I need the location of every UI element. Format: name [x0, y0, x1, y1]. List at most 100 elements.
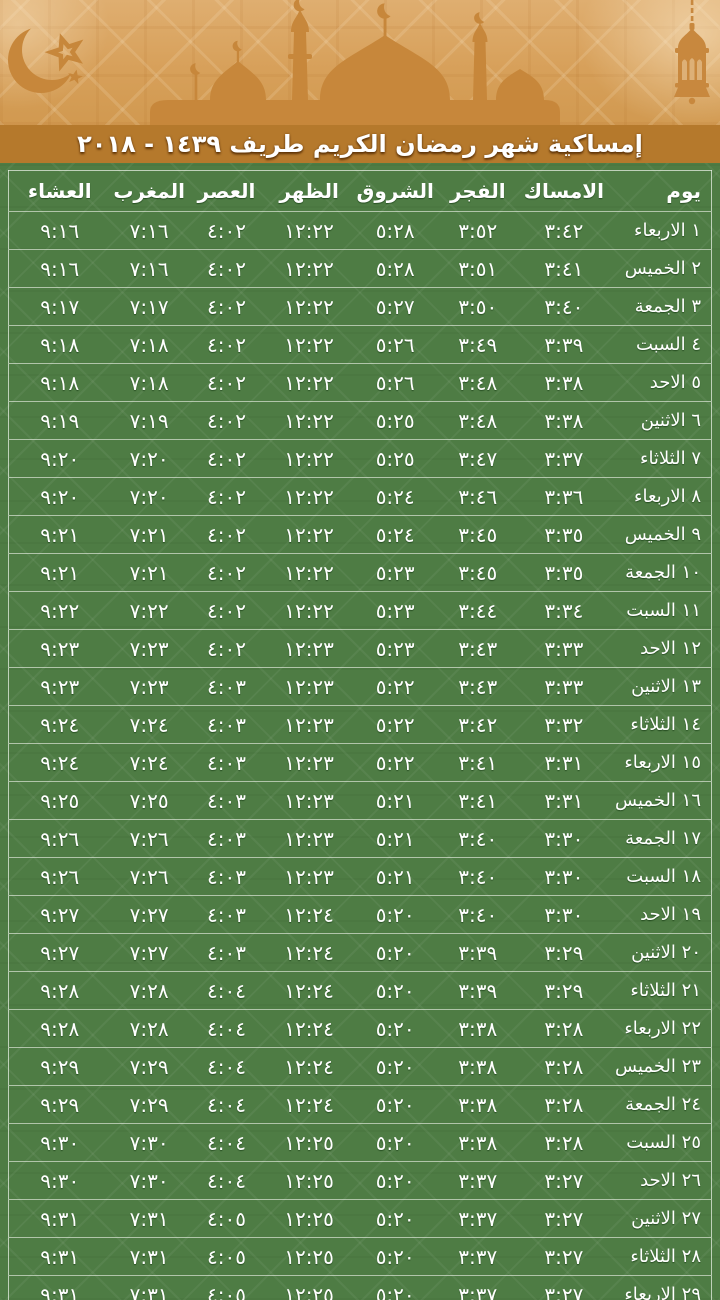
cell-isha: ٩:٢٧	[40, 902, 80, 927]
cell-shurooq: ٥:٢٨	[375, 218, 415, 243]
cell-maghrib: ٧:٢٧	[129, 940, 169, 965]
cell-maghrib: ٧:٢٠	[129, 484, 169, 509]
cell-isha: ٩:٢٦	[40, 826, 80, 851]
cell-isha: ٩:١٦	[40, 256, 80, 281]
cell-isha: ٩:٣١	[40, 1282, 80, 1300]
title-bar: إمساكية شهر رمضان الكريم طريف ١٤٣٩ - ٢٠١…	[0, 125, 720, 163]
cell-dhuhr: ١٢:٢٢	[284, 598, 334, 623]
cell-imsak: ٣:٣٠	[544, 902, 584, 927]
cell-shurooq: ٥:٢٣	[375, 598, 415, 623]
cell-imsak: ٣:٢٨	[544, 1092, 584, 1117]
cell-dhuhr: ١٢:٢٣	[284, 712, 334, 737]
cell-shurooq: ٥:٢٠	[375, 1054, 415, 1079]
cell-shurooq: ٥:٢٠	[375, 940, 415, 965]
cell-fajr: ٣:٣٩	[458, 940, 498, 965]
cell-dhuhr: ١٢:٢٥	[284, 1168, 334, 1193]
cell-day: ٢٦ الاحد	[640, 1170, 701, 1191]
cell-day: ١٧ الجمعة	[625, 828, 701, 849]
cell-imsak: ٣:٢٩	[544, 978, 584, 1003]
cell-dhuhr: ١٢:٢٢	[284, 446, 334, 471]
cell-asr: ٤:٠٢	[206, 294, 246, 319]
table-row: ١٨ السبت ٣:٣٠ ٣:٤٠ ٥:٢١ ١٢:٢٣ ٤:٠٣ ٧:٢٦ ٩:٢٦	[8, 858, 712, 896]
column-header-asr: العصر	[197, 179, 256, 203]
cell-shurooq: ٥:٢٠	[375, 1244, 415, 1269]
cell-dhuhr: ١٢:٢٣	[284, 864, 334, 889]
table-header-row: يوم الامساك الفجر الشروق الظهر العصر المغرب الع…	[8, 171, 712, 212]
cell-isha: ٩:٢١	[40, 560, 80, 585]
table-row: ٢٩ الاربعاء ٣:٢٧ ٣:٣٧ ٥:٢٠ ١٢:٢٥ ٤:٠٥ ٧:٣١ ٩:٣١	[9, 1276, 712, 1300]
page-title: إمساكية شهر رمضان الكريم طريف ١٤٣٩ - ٢٠١…	[77, 130, 643, 158]
cell-maghrib: ٧:٢٧	[129, 902, 169, 927]
cell-shurooq: ٥:٢٠	[375, 978, 415, 1003]
cell-fajr: ٣:٤٣	[458, 636, 498, 661]
cell-day: ١٣ الاثنين	[631, 676, 701, 697]
cell-shurooq: ٥:٢٢	[375, 674, 415, 699]
cell-fajr: ٣:٥٢	[458, 218, 498, 243]
column-header-shurooq: الشروق	[356, 179, 434, 203]
cell-maghrib: ٧:٢٨	[129, 978, 169, 1003]
cell-imsak: ٣:٣٥	[544, 522, 584, 547]
cell-isha: ٩:٢٣	[40, 636, 80, 661]
cell-fajr: ٣:٤٠	[458, 826, 498, 851]
cell-imsak: ٣:٢٨	[544, 1054, 584, 1079]
cell-asr: ٤:٠٢	[206, 256, 246, 281]
cell-asr: ٤:٠٢	[206, 218, 246, 243]
cell-asr: ٤:٠٥	[206, 1206, 246, 1231]
cell-isha: ٩:١٧	[40, 294, 80, 319]
cell-isha: ٩:١٨	[40, 332, 80, 357]
cell-shurooq: ٥:٢٢	[375, 750, 415, 775]
table-row: ٢٢ الاربعاء ٣:٢٨ ٣:٣٨ ٥:٢٠ ١٢:٢٤ ٤:٠٤ ٧:٢٨ ٩:٢٨	[8, 1010, 712, 1048]
table-row: ١٣ الاثنين ٣:٣٣ ٣:٤٣ ٥:٢٢ ١٢:٢٣ ٤:٠٣ ٧:٢٣ ٩:٢٣	[8, 668, 712, 706]
cell-fajr: ٣:٤٥	[458, 522, 498, 547]
cell-isha: ٩:٢١	[40, 522, 80, 547]
cell-dhuhr: ١٢:٢٢	[284, 484, 334, 509]
table-row: ١٧ الجمعة ٣:٣٠ ٣:٤٠ ٥:٢١ ١٢:٢٣ ٤:٠٣ ٧:٢٦ ٩:٢٦	[8, 820, 712, 858]
cell-day: ١٠ الجمعة	[625, 562, 701, 583]
cell-asr: ٤:٠٤	[206, 1016, 246, 1041]
cell-fajr: ٣:٣٧	[458, 1168, 498, 1193]
cell-day: ٢٨ الثلاثاء	[630, 1246, 701, 1267]
cell-day: ٧ الثلاثاء	[639, 448, 701, 469]
cell-imsak: ٣:٢٩	[544, 940, 584, 965]
cell-isha: ٩:٢٥	[40, 788, 80, 813]
cell-imsak: ٣:٣٨	[544, 370, 584, 395]
cell-imsak: ٣:٣٦	[544, 484, 584, 509]
cell-day: ٣ الجمعة	[634, 296, 701, 317]
cell-asr: ٤:٠٤	[206, 1168, 246, 1193]
cell-dhuhr: ١٢:٢٣	[284, 636, 334, 661]
table-row: ١٦ الخميس ٣:٣١ ٣:٤١ ٥:٢١ ١٢:٢٣ ٤:٠٣ ٧:٢٥ ٩:٢٥	[8, 782, 712, 820]
table-body: ١ الاربعاء ٣:٤٢ ٣:٥٢ ٥:٢٨ ١٢:٢٢ ٤:٠٢ ٧:١٦ ٩:١٦ ٢…	[8, 212, 712, 1300]
cell-maghrib: ٧:٣٠	[129, 1168, 169, 1193]
cell-imsak: ٣:٣٣	[544, 674, 584, 699]
cell-isha: ٩:٢٠	[40, 484, 80, 509]
cell-dhuhr: ١٢:٢٤	[284, 978, 334, 1003]
cell-fajr: ٣:٤٤	[458, 598, 498, 623]
column-header-fajr: الفجر	[449, 179, 506, 203]
cell-day: ٦ الاثنين	[640, 410, 701, 431]
table-row: ١٥ الاربعاء ٣:٣١ ٣:٤١ ٥:٢٢ ١٢:٢٣ ٤:٠٣ ٧:٢٤ ٩:٢٤	[8, 744, 712, 782]
table-row: ٦ الاثنين ٣:٣٨ ٣:٤٨ ٥:٢٥ ١٢:٢٢ ٤:٠٢ ٧:١٩ ٩:١٩	[8, 402, 712, 440]
cell-imsak: ٣:٣٩	[544, 332, 584, 357]
cell-shurooq: ٥:٢٦	[375, 332, 415, 357]
cell-dhuhr: ١٢:٢٥	[284, 1244, 334, 1269]
table-row: ٢٣ الخميس ٣:٢٨ ٣:٣٨ ٥:٢٠ ١٢:٢٤ ٤:٠٤ ٧:٢٩ ٩:٢٩	[8, 1048, 712, 1086]
cell-maghrib: ٧:٢٣	[129, 674, 169, 699]
header-banner	[0, 0, 720, 125]
cell-day: ٢٤ الجمعة	[625, 1094, 701, 1115]
cell-maghrib: ٧:١٦	[129, 218, 169, 243]
cell-dhuhr: ١٢:٢٤	[284, 902, 334, 927]
cell-imsak: ٣:٣٨	[544, 408, 584, 433]
table-row: ٢ الخميس ٣:٤١ ٣:٥١ ٥:٢٨ ١٢:٢٢ ٤:٠٢ ٧:١٦ ٩:١٦	[8, 250, 712, 288]
cell-dhuhr: ١٢:٢٢	[284, 218, 334, 243]
star-outline-icon	[44, 33, 84, 72]
cell-imsak: ٣:٤٠	[544, 294, 584, 319]
cell-asr: ٤:٠٣	[206, 712, 246, 737]
cell-maghrib: ٧:٢٦	[129, 864, 169, 889]
cell-imsak: ٣:٣٧	[544, 446, 584, 471]
cell-day: ١٩ الاحد	[640, 904, 701, 925]
cell-asr: ٤:٠٤	[206, 1092, 246, 1117]
table-row: ٥ الاحد ٣:٣٨ ٣:٤٨ ٥:٢٦ ١٢:٢٢ ٤:٠٢ ٧:١٨ ٩:١٨	[8, 364, 712, 402]
cell-imsak: ٣:٢٧	[544, 1206, 584, 1231]
cell-fajr: ٣:٣٨	[458, 1016, 498, 1041]
cell-fajr: ٣:٤٩	[458, 332, 498, 357]
